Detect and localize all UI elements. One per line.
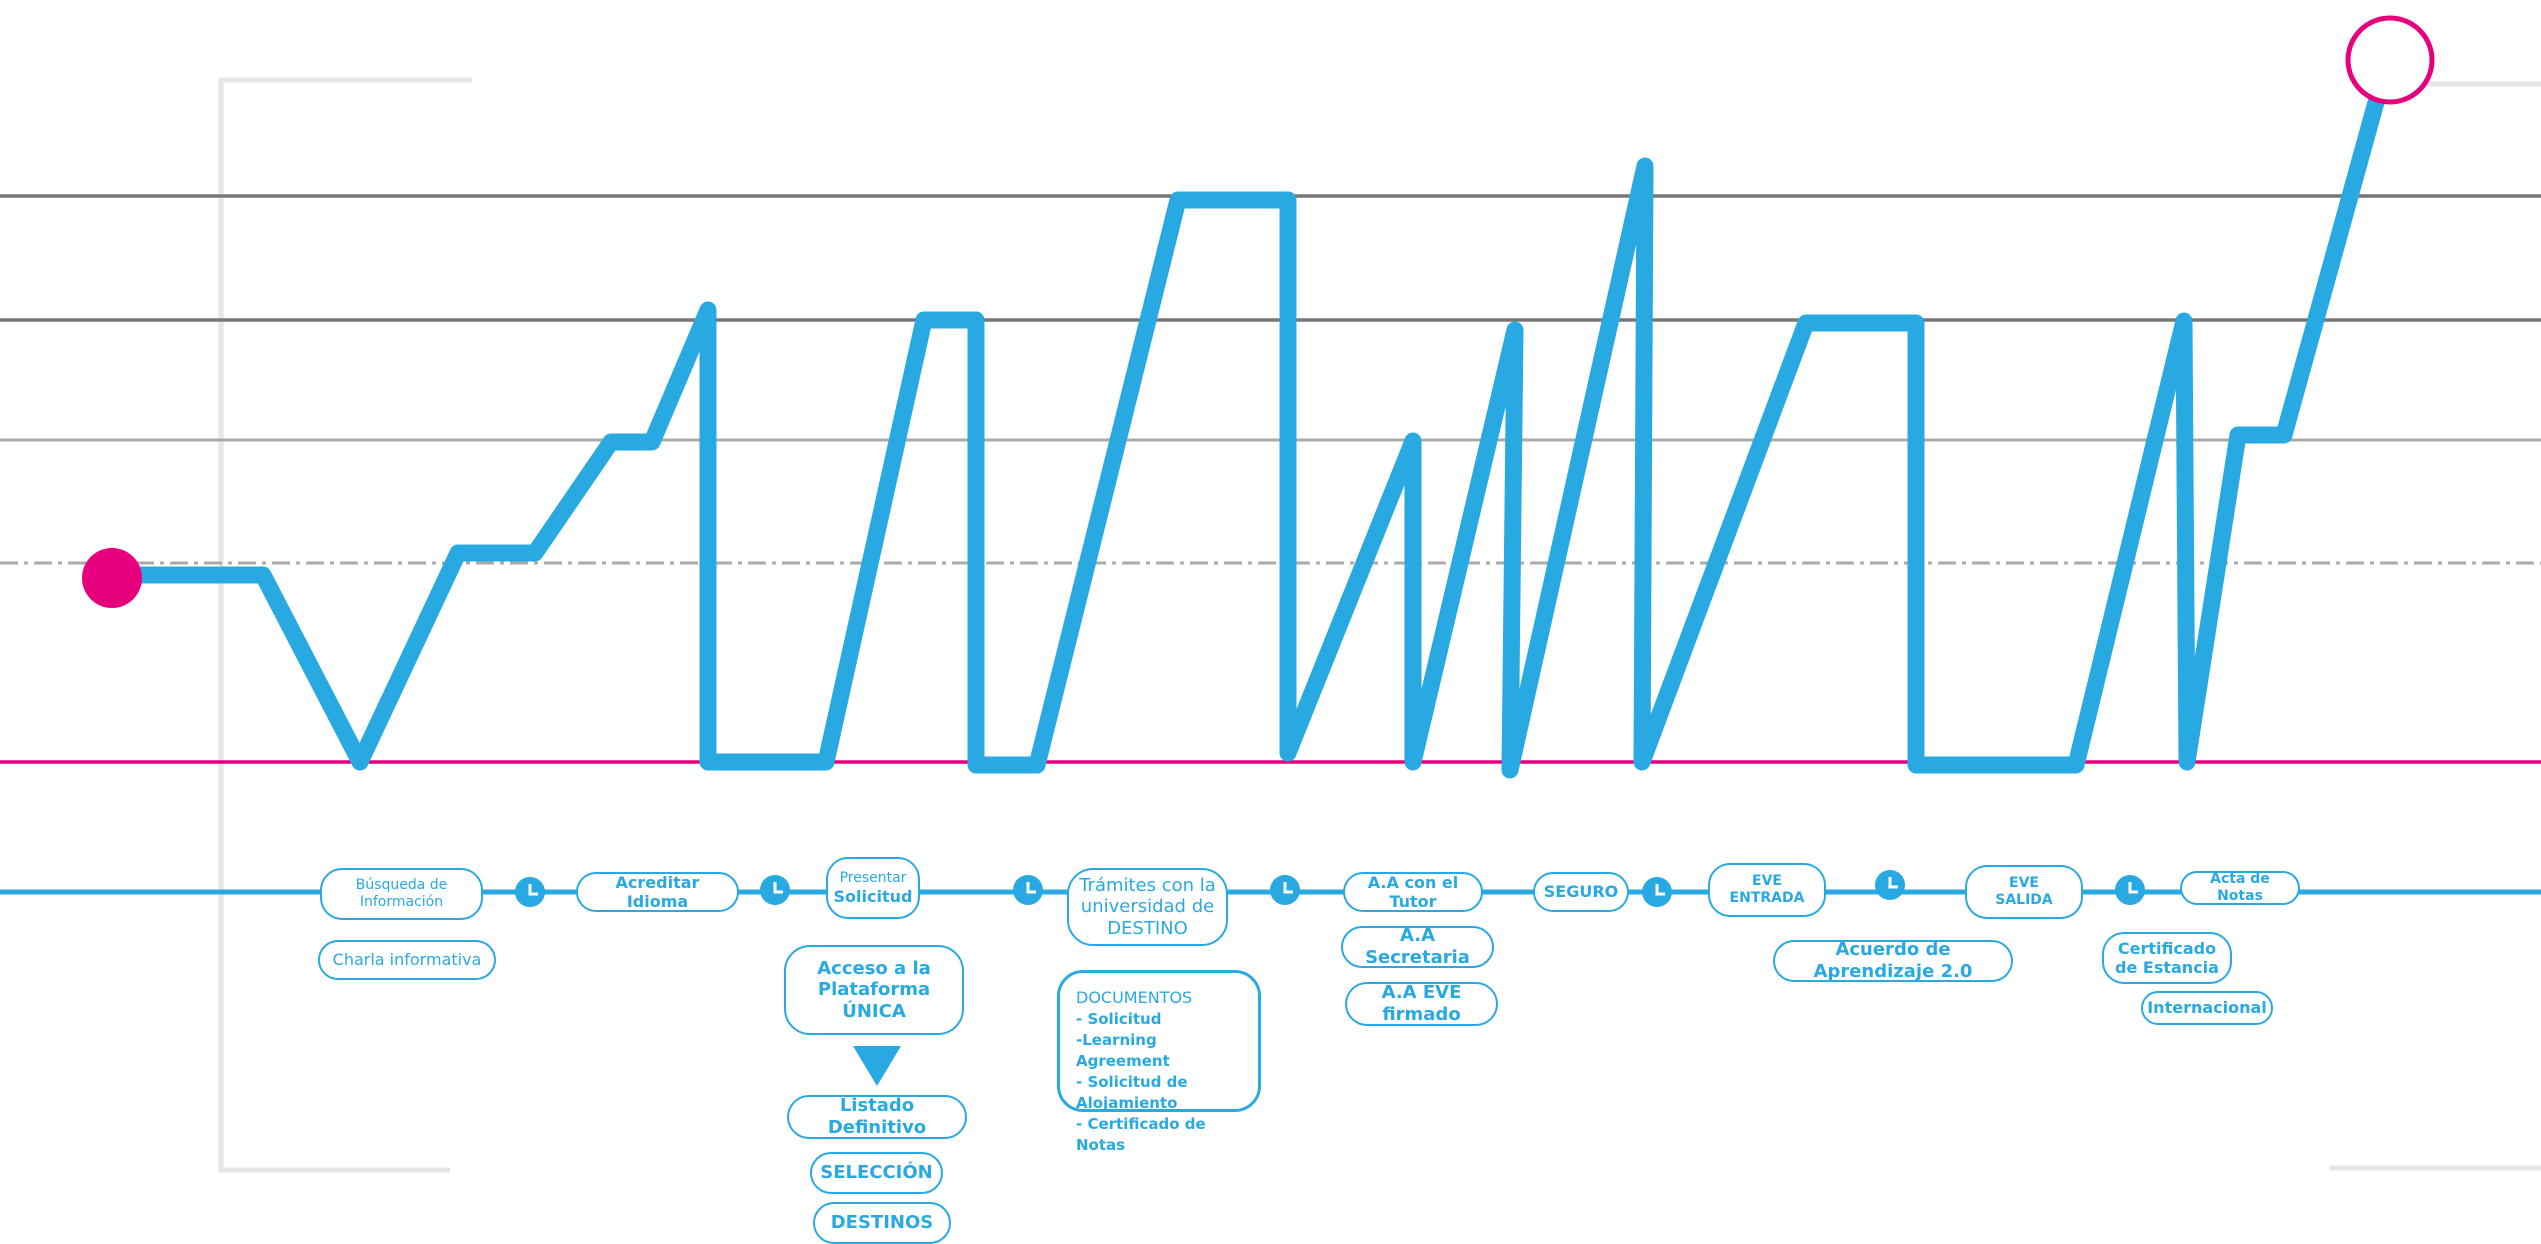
clock-icon (1013, 875, 1043, 905)
step-internacional: Internacional (2141, 991, 2273, 1025)
step-charla-informativa: Charla informativa (318, 940, 496, 980)
step-acta-notas: Acta de Notas (2180, 871, 2300, 905)
documento-item: - Solicitud de Alojamiento (1076, 1073, 1188, 1113)
step-seleccion: SELECCIÓN (810, 1152, 943, 1194)
arrow-down-icon (853, 1046, 901, 1086)
clock-icon (515, 877, 545, 907)
documento-item: -Learning Agreement (1076, 1031, 1170, 1071)
step-acuerdo-aprendizaje: Acuerdo de Aprendizaje 2.0 (1773, 939, 2013, 982)
start-dot-icon (82, 548, 142, 608)
end-ring-icon (2345, 15, 2435, 105)
step-certificado-estancia: Certificado de Estancia (2102, 932, 2232, 984)
experience-curve (103, 86, 2387, 779)
clock-icon (1642, 877, 1672, 907)
step-acceso-plataforma: Acceso a la Plataforma ÚNICA (784, 945, 964, 1035)
documento-item: - Certificado de Notas (1076, 1115, 1206, 1155)
step-aa-tutor: A.A con el Tutor (1343, 872, 1483, 912)
step-solicitud-label: Solicitud (833, 886, 913, 906)
step-presentar-solicitud: Presentar Solicitud (826, 857, 920, 919)
step-listado-definitivo: Listado Definitivo (787, 1095, 967, 1139)
step-eve-salida: EVE SALIDA (1965, 865, 2083, 919)
clock-icon (1270, 875, 1300, 905)
clock-icon (2115, 875, 2145, 905)
documentos-box: DOCUMENTOS - Solicitud -Learning Agreeme… (1057, 970, 1261, 1154)
left-bracket (218, 77, 472, 1173)
step-aa-eve-firmado: A.A EVE firmado (1345, 982, 1498, 1026)
step-seguro: SEGURO (1533, 872, 1629, 912)
step-acreditar-idioma: Acreditar Idioma (576, 872, 739, 912)
step-destinos: DESTINOS (813, 1202, 951, 1244)
step-eve-entrada: EVE ENTRADA (1708, 863, 1826, 917)
step-aa-secretaria: A.A Secretaria (1341, 925, 1494, 968)
clock-icon (760, 875, 790, 905)
step-busqueda-informacion: Búsqueda de Información (320, 868, 483, 920)
documentos-title: DOCUMENTOS (1076, 988, 1193, 1007)
step-presentar-label: Presentar (839, 870, 907, 886)
step-tramites-destino: Trámites con la universidad de DESTINO (1067, 868, 1228, 946)
documento-item: - Solicitud (1076, 1010, 1162, 1029)
clock-icon (1875, 870, 1905, 900)
